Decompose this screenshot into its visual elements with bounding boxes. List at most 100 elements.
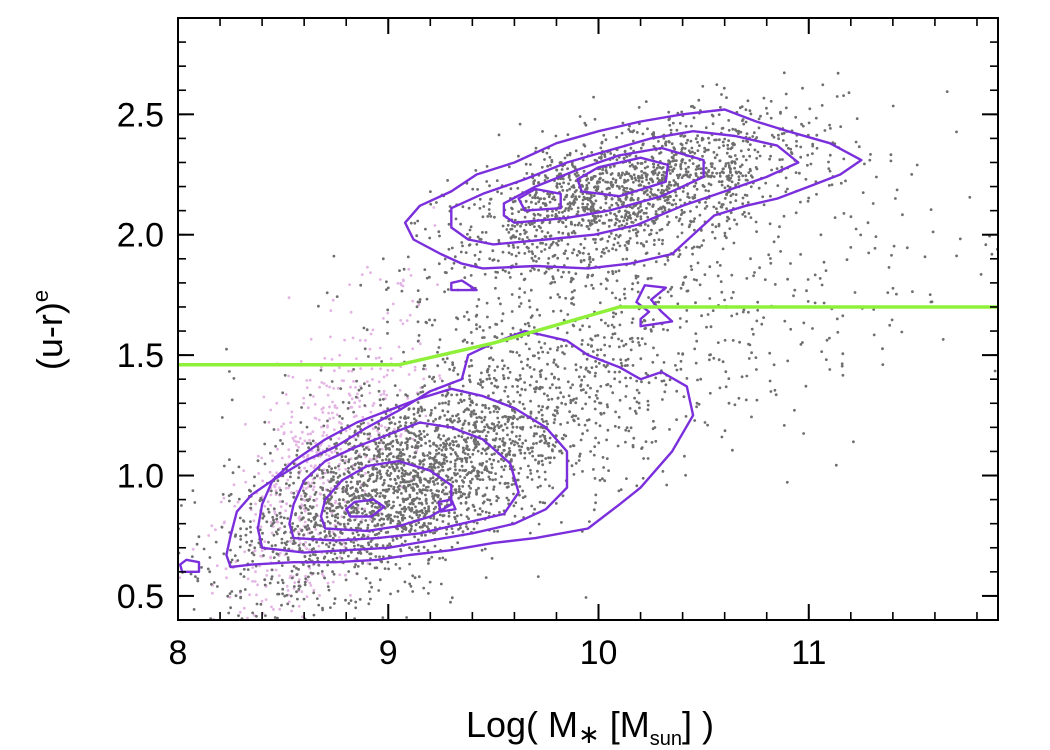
gray-point: [613, 237, 617, 241]
pink-point: [358, 399, 362, 403]
gray-point: [295, 566, 298, 570]
gray-point: [481, 336, 484, 339]
gray-point: [446, 179, 449, 182]
gray-point: [769, 99, 773, 103]
pink-point: [289, 574, 292, 578]
pink-point: [326, 581, 330, 585]
gray-point: [474, 474, 478, 478]
gray-point: [820, 283, 824, 287]
gray-point: [325, 291, 329, 295]
gray-point: [437, 465, 440, 469]
gray-point: [814, 116, 818, 120]
pink-point: [290, 410, 294, 414]
gray-point: [403, 510, 406, 513]
gray-point: [782, 214, 786, 218]
gray-point: [377, 531, 381, 535]
gray-point: [537, 404, 541, 408]
gray-point: [695, 278, 698, 282]
pink-point: [270, 531, 274, 535]
pink-point: [368, 434, 372, 438]
gray-point: [285, 552, 288, 556]
gray-point: [443, 290, 446, 294]
gray-point: [495, 432, 499, 436]
pink-point: [302, 396, 306, 400]
pink-point: [349, 385, 352, 389]
gray-point: [675, 368, 679, 372]
gray-point: [593, 407, 597, 411]
gray-point: [485, 486, 489, 490]
pink-point: [352, 380, 355, 383]
gray-point: [420, 509, 424, 512]
gray-point: [539, 197, 543, 201]
gray-point: [462, 315, 466, 318]
gray-point: [553, 198, 557, 202]
gray-point: [662, 174, 665, 177]
pink-point: [323, 356, 327, 360]
gray-point: [572, 199, 576, 203]
gray-point: [717, 358, 721, 362]
gray-point: [571, 383, 574, 387]
gray-point: [316, 556, 319, 560]
gray-point: [548, 386, 552, 390]
gray-point: [453, 462, 457, 466]
gray-point: [432, 497, 435, 501]
pink-point: [314, 441, 317, 445]
gray-point: [273, 616, 277, 619]
gray-point: [442, 514, 446, 517]
gray-point: [657, 207, 661, 211]
gray-point: [340, 506, 344, 510]
gray-point: [653, 193, 657, 197]
gray-point: [434, 417, 437, 421]
gray-point: [513, 410, 517, 414]
gray-point: [541, 501, 545, 504]
gray-point: [338, 474, 342, 478]
gray-point: [779, 110, 782, 114]
gray-point: [551, 197, 554, 201]
gray-point: [554, 212, 558, 216]
pink-point: [340, 515, 344, 519]
pink-point: [305, 386, 309, 389]
gray-point: [606, 279, 609, 282]
gray-point: [620, 173, 623, 177]
gray-point: [208, 556, 212, 559]
gray-point: [305, 425, 309, 429]
gray-point: [450, 476, 454, 480]
gray-point: [437, 489, 440, 493]
pink-point: [332, 416, 335, 420]
gray-point: [290, 536, 293, 540]
gray-point: [234, 533, 238, 537]
gray-point: [389, 477, 392, 481]
gray-point: [692, 278, 696, 281]
gray-point: [815, 192, 818, 196]
gray-point: [327, 532, 331, 535]
gray-point: [502, 459, 506, 463]
gray-point: [584, 197, 587, 201]
gray-point: [596, 353, 599, 357]
gray-point: [403, 415, 407, 418]
gray-point: [726, 147, 730, 151]
gray-point: [434, 478, 438, 482]
gray-point: [294, 512, 298, 515]
gray-point: [640, 180, 644, 184]
gray-point: [638, 343, 641, 347]
gray-point: [374, 441, 378, 445]
gray-point: [330, 495, 333, 499]
gray-point: [556, 365, 560, 368]
gray-point: [411, 502, 414, 506]
gray-point: [403, 539, 407, 543]
gray-point: [701, 183, 705, 187]
gray-point: [574, 195, 578, 199]
gray-point: [377, 422, 381, 426]
gray-point: [550, 397, 554, 401]
gray-point: [422, 586, 426, 590]
gray-point: [556, 396, 560, 400]
gray-point: [437, 435, 440, 439]
gray-point: [790, 152, 794, 156]
gray-point: [347, 570, 351, 573]
gray-point: [586, 369, 590, 373]
gray-point: [654, 210, 658, 213]
gray-point: [634, 274, 638, 278]
gray-point: [547, 456, 550, 460]
gray-point: [842, 157, 846, 161]
gray-point: [656, 163, 660, 167]
